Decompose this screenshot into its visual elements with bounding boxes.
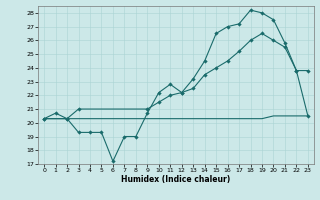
- X-axis label: Humidex (Indice chaleur): Humidex (Indice chaleur): [121, 175, 231, 184]
